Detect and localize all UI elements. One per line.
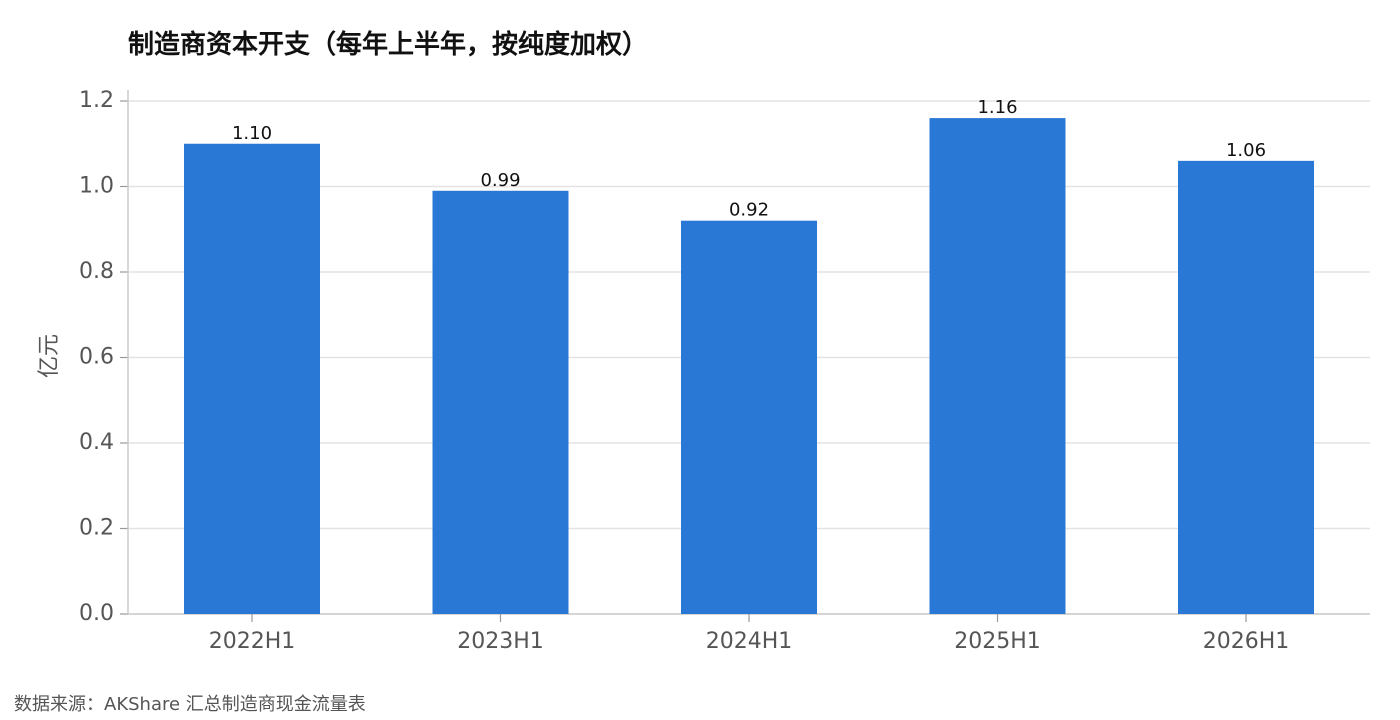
chart-title: 制造商资本开支（每年上半年，按纯度加权） <box>128 30 649 60</box>
y-axis-label: 亿元 <box>37 334 62 378</box>
x-tick-label: 2024H1 <box>706 629 793 654</box>
bar-value-label: 1.06 <box>1226 140 1266 161</box>
x-tick-label: 2026H1 <box>1203 629 1290 654</box>
y-tick-label: 1.0 <box>79 174 114 199</box>
x-tick-label: 2025H1 <box>954 629 1041 654</box>
y-tick-label: 0.0 <box>79 601 114 626</box>
bars <box>184 118 1314 614</box>
y-tick-label: 0.8 <box>79 259 114 284</box>
y-tick-label: 1.2 <box>79 88 114 113</box>
bar <box>432 190 569 614</box>
bar <box>1178 160 1314 614</box>
bar <box>681 220 817 614</box>
bar-value-label: 0.92 <box>729 200 769 221</box>
x-tick-label: 2022H1 <box>209 629 296 654</box>
bar-value-label: 1.10 <box>232 123 272 144</box>
y-tick-label: 0.4 <box>79 430 114 455</box>
bar-value-label: 0.99 <box>480 170 520 191</box>
y-tick-label: 0.6 <box>79 345 114 370</box>
tick-labels: 0.0 0.2 0.4 0.6 0.8 1.0 1.2 2022H1 2023H1 2024H1 2… <box>79 88 1289 654</box>
bar <box>184 143 320 614</box>
x-tick-label: 2023H1 <box>457 629 544 654</box>
bar <box>929 118 1066 614</box>
y-tick-label: 0.2 <box>79 516 114 541</box>
bar-value-label: 1.16 <box>977 97 1017 118</box>
source-note: 数据来源：AKShare 汇总制造商现金流量表 <box>14 694 366 715</box>
bar-value-labels: 1.10 0.99 0.92 1.16 1.06 <box>232 97 1266 221</box>
